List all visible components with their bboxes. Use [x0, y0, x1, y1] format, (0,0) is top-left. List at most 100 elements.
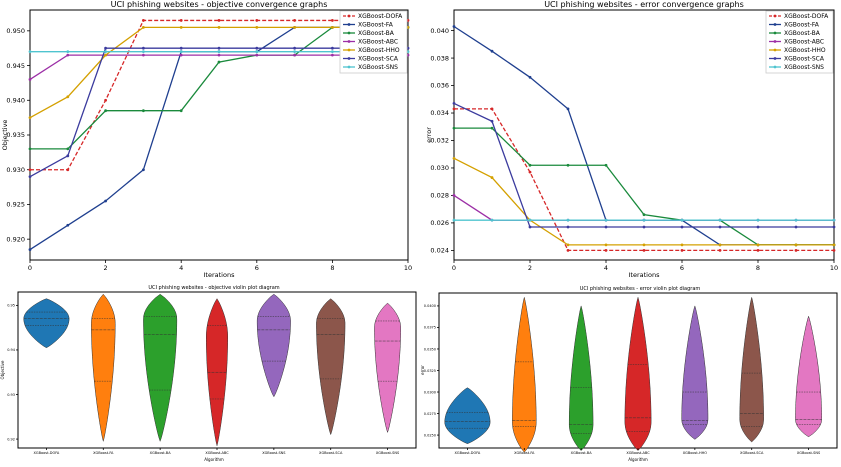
- x-tick-label: XGBoost-SCA: [740, 451, 764, 455]
- y-tick-label: 0.0350: [424, 347, 436, 351]
- legend-label: XGBoost-DOFA: [358, 13, 403, 20]
- x-tick-label: XGBoost-SCA: [319, 451, 343, 455]
- data-point-xgboost-hho: [718, 243, 722, 247]
- data-point-xgboost-fa: [66, 223, 70, 227]
- data-point-xgboost-abc: [293, 53, 296, 57]
- data-point-xgboost-dofa: [718, 248, 722, 252]
- data-point-xgboost-sns: [718, 218, 722, 222]
- data-point-xgboost-sca: [642, 225, 646, 229]
- x-tick-label: XGBoost-HHO: [683, 451, 708, 455]
- data-point-xgboost-hho: [566, 243, 570, 247]
- data-point-xgboost-hho: [217, 25, 221, 29]
- data-point-xgboost-sns: [452, 218, 456, 222]
- legend-marker: [773, 40, 777, 43]
- legend-label: XGBoost-SCA: [784, 56, 825, 63]
- data-point-xgboost-sca: [604, 225, 608, 229]
- data-point-xgboost-ba: [604, 163, 608, 167]
- data-point-xgboost-sca: [490, 119, 494, 123]
- data-point-xgboost-sns: [331, 50, 334, 54]
- legend-marker: [347, 65, 351, 69]
- title-objective-violin: UCI phishing websites - objective violin…: [148, 285, 279, 291]
- violin-xgboost-sca: [316, 298, 346, 436]
- y-tick-label: 0.028: [430, 192, 449, 200]
- x-tick-label: XGBoost-FA: [93, 451, 114, 455]
- data-point-xgboost-ba: [452, 126, 456, 130]
- violin-xgboost-fa: [91, 293, 116, 442]
- data-point-xgboost-sca: [293, 46, 296, 50]
- ylabel-error-convergence: error: [425, 127, 433, 143]
- y-tick-label: 0.940: [6, 96, 25, 104]
- y-tick-label: 0.032: [430, 137, 449, 145]
- data-point-xgboost-dofa: [604, 248, 608, 252]
- data-point-xgboost-dofa: [217, 19, 221, 22]
- data-point-xgboost-dofa: [832, 248, 836, 252]
- data-point-xgboost-dofa: [490, 107, 494, 111]
- legend-marker: [347, 40, 351, 43]
- data-point-xgboost-hho: [794, 243, 798, 247]
- y-tick-label: 0.036: [430, 82, 449, 90]
- xlabel-error-convergence: Iterations: [629, 271, 661, 279]
- x-tick-label: XGBoost-DOFA: [34, 451, 60, 455]
- data-point-xgboost-dofa: [255, 19, 259, 22]
- data-point-xgboost-sca: [680, 225, 684, 229]
- x-tick-label: XGBoost-SNS: [262, 451, 286, 455]
- legend-label: XGBoost-DOFA: [784, 13, 829, 20]
- y-tick-label: 0.0400: [424, 304, 436, 308]
- y-tick-label: 0.920: [6, 235, 25, 243]
- y-tick-label: 0.024: [430, 247, 449, 255]
- data-point-xgboost-sca: [528, 225, 532, 229]
- data-point-xgboost-dofa: [66, 168, 70, 172]
- data-point-xgboost-abc: [179, 53, 183, 57]
- data-point-xgboost-sca: [832, 225, 836, 229]
- x-tick-label: 0: [28, 264, 32, 272]
- data-point-xgboost-hho: [66, 95, 70, 99]
- x-tick-label: XGBoost-BA: [150, 451, 172, 455]
- panel-error-convergence: UCI phishing websites - error convergenc…: [425, 0, 838, 279]
- x-tick-label: XGBoost-DOFA: [455, 451, 481, 455]
- legend-label: XGBoost-FA: [358, 22, 394, 29]
- series-line-xgboost-hho: [453, 157, 834, 246]
- violin-xgboost-sca: [739, 297, 764, 443]
- data-point-xgboost-dofa: [642, 248, 646, 252]
- data-point-xgboost-sns: [104, 50, 107, 54]
- data-point-xgboost-sca: [452, 102, 456, 105]
- data-point-xgboost-sca: [756, 225, 760, 229]
- data-point-xgboost-sns: [255, 50, 259, 54]
- y-tick-label: 0.038: [430, 54, 449, 62]
- x-tick-label: XGBoost-ABC: [626, 451, 650, 455]
- data-point-xgboost-fa: [28, 248, 32, 251]
- series-line-xgboost-dofa: [454, 108, 834, 252]
- legend-label: XGBoost-ABC: [358, 39, 398, 46]
- data-point-xgboost-abc: [28, 78, 32, 81]
- violin-xgboost-dofa: [23, 298, 70, 348]
- plot-frame-error-convergence: [453, 9, 835, 261]
- legend-label: XGBoost-ABC: [784, 39, 824, 46]
- y-tick-label: 0.0375: [424, 326, 436, 330]
- data-point-xgboost-ba: [28, 147, 32, 151]
- x-tick-label: 4: [179, 264, 183, 272]
- y-tick-label: 0.040: [430, 27, 449, 35]
- data-point-xgboost-sca: [179, 46, 183, 50]
- data-point-xgboost-hho: [104, 53, 107, 57]
- title-error-violin: UCI phishing websites - error violin plo…: [580, 286, 701, 292]
- data-point-xgboost-hho: [642, 243, 646, 247]
- data-point-xgboost-abc: [331, 53, 334, 57]
- data-point-xgboost-hho: [756, 243, 760, 247]
- data-point-xgboost-ba: [642, 213, 646, 217]
- y-tick-label: 0.935: [6, 131, 25, 139]
- ylabel-objective-violin: Objective: [0, 360, 5, 380]
- data-point-xgboost-dofa: [528, 170, 532, 174]
- legend-marker: [773, 48, 777, 52]
- data-point-xgboost-dofa: [756, 248, 760, 252]
- data-point-xgboost-sca: [28, 175, 32, 179]
- y-tick-label: 0.95: [7, 304, 15, 308]
- data-point-xgboost-ba: [179, 109, 183, 113]
- y-tick-label: 0.94: [7, 348, 16, 352]
- data-point-xgboost-sns: [680, 218, 684, 222]
- data-point-xgboost-sca: [331, 46, 334, 50]
- legend-marker: [773, 23, 777, 26]
- data-point-xgboost-dofa: [293, 19, 296, 22]
- panel-objective-convergence: UCI phishing websites - objective conver…: [1, 0, 412, 279]
- data-point-xgboost-ba: [490, 126, 494, 130]
